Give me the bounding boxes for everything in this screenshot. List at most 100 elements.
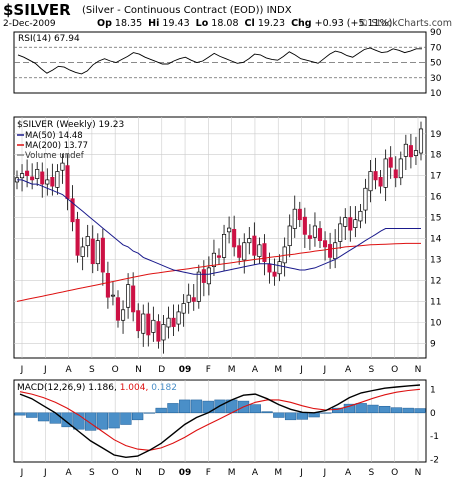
candle-body xyxy=(30,176,35,181)
candle xyxy=(80,237,85,271)
candle xyxy=(373,157,378,190)
candle xyxy=(206,256,211,296)
candle xyxy=(297,201,302,228)
rsi-tick-label: 70 xyxy=(430,43,442,53)
candle xyxy=(252,222,257,265)
candle-body xyxy=(403,143,408,157)
candle-body xyxy=(307,235,312,239)
macd-x-label: N xyxy=(135,468,142,478)
candle xyxy=(75,211,80,263)
candle-body xyxy=(50,177,55,187)
candle-body xyxy=(338,223,343,242)
candle-body xyxy=(398,158,403,179)
macd-histogram-bar xyxy=(108,412,120,429)
candle-body xyxy=(222,234,227,258)
candle xyxy=(105,261,110,309)
candle-body xyxy=(115,297,121,321)
candle-body xyxy=(323,240,328,248)
macd-x-label: A xyxy=(66,468,73,478)
candle xyxy=(408,133,413,169)
rsi-tick-label: 10 xyxy=(430,89,442,99)
candle-body xyxy=(90,238,95,265)
candle-body xyxy=(358,210,363,222)
high-value: 19.43 xyxy=(162,18,190,29)
candle xyxy=(272,258,277,286)
candle-body xyxy=(237,245,242,258)
candle-body xyxy=(85,236,90,247)
macd-title-part: 1.186, xyxy=(88,383,120,393)
price-x-label: J xyxy=(299,365,303,375)
price-x-label: F xyxy=(206,365,211,375)
candle-body xyxy=(20,173,25,179)
macd-x-label: J xyxy=(299,468,303,478)
candle-body xyxy=(277,261,282,275)
macd-signal-line xyxy=(19,388,421,451)
open-value: 18.35 xyxy=(114,18,143,29)
legend-label: MA(50) 14.48 xyxy=(25,131,83,141)
candle-body xyxy=(378,177,383,187)
candle xyxy=(136,303,141,339)
candle-body xyxy=(216,255,222,258)
macd-histogram-bar xyxy=(402,407,414,414)
candle-body xyxy=(388,157,393,168)
candle xyxy=(302,207,307,248)
macd-x-label: N xyxy=(415,468,422,478)
macd-histogram-bar xyxy=(84,412,97,431)
candle xyxy=(338,216,343,249)
macd-tick-label: -2 xyxy=(430,456,439,466)
low-label: Lo xyxy=(195,18,209,29)
macd-histogram-bar xyxy=(355,403,367,414)
candle-body xyxy=(287,225,292,247)
candle-body xyxy=(272,271,277,277)
candle-body xyxy=(176,311,181,325)
candle xyxy=(398,151,403,186)
candle-body xyxy=(227,227,232,233)
candle xyxy=(368,159,373,203)
price-tick-label: 11 xyxy=(430,297,441,307)
macd-title-part: MACD(12,26,9) xyxy=(17,383,88,393)
close-value: 19.23 xyxy=(257,18,286,29)
price-x-label: O xyxy=(391,365,398,375)
price-tick-label: 9 xyxy=(430,339,436,349)
macd-histogram-bar xyxy=(249,404,261,414)
macd-histogram-bar xyxy=(261,411,273,414)
macd-histogram-bar xyxy=(73,412,85,430)
macd-histogram-bar xyxy=(37,412,50,422)
candle-body xyxy=(312,225,318,238)
candle xyxy=(247,227,252,255)
price-x-label: M xyxy=(274,365,282,375)
candle-body xyxy=(156,321,161,342)
instrument-name-text: (Silver - Continuous Contract (EOD)) xyxy=(82,5,264,16)
candle-body xyxy=(75,218,80,256)
candle-body xyxy=(297,208,302,221)
candle-body xyxy=(196,271,201,302)
macd-tick-label: -1 xyxy=(430,432,439,442)
candle-body xyxy=(70,198,75,223)
candle-body xyxy=(257,244,262,257)
candle xyxy=(55,164,60,195)
candle-body xyxy=(186,294,191,303)
candle xyxy=(20,164,25,192)
candle-body xyxy=(80,246,85,257)
price-tick-label: 15 xyxy=(430,214,441,224)
candle-body xyxy=(262,243,267,262)
macd-tick-label: 1 xyxy=(430,385,436,395)
candle xyxy=(378,170,383,194)
price-tick-label: 16 xyxy=(430,193,442,203)
candle-body xyxy=(302,216,307,235)
candle xyxy=(156,314,161,349)
candle-body xyxy=(166,317,171,328)
price-x-label: A xyxy=(345,365,352,375)
price-tick-label: 18 xyxy=(430,151,442,161)
candle xyxy=(323,231,328,261)
macd-x-label: M xyxy=(228,468,236,478)
candle xyxy=(186,283,191,314)
macd-title: MACD(12,26,9) 1.186, 1.004, 0.182 xyxy=(17,383,177,393)
candle xyxy=(40,162,45,198)
macd-histogram-bar xyxy=(61,412,73,428)
candle xyxy=(211,239,217,277)
price-x-label: D xyxy=(158,365,165,375)
quote-line: Op 18.35 Hi 19.43 Lo 18.08 Cl 19.23 Chg … xyxy=(97,18,392,29)
price-x-label: O xyxy=(112,365,119,375)
candle-body xyxy=(242,242,247,261)
